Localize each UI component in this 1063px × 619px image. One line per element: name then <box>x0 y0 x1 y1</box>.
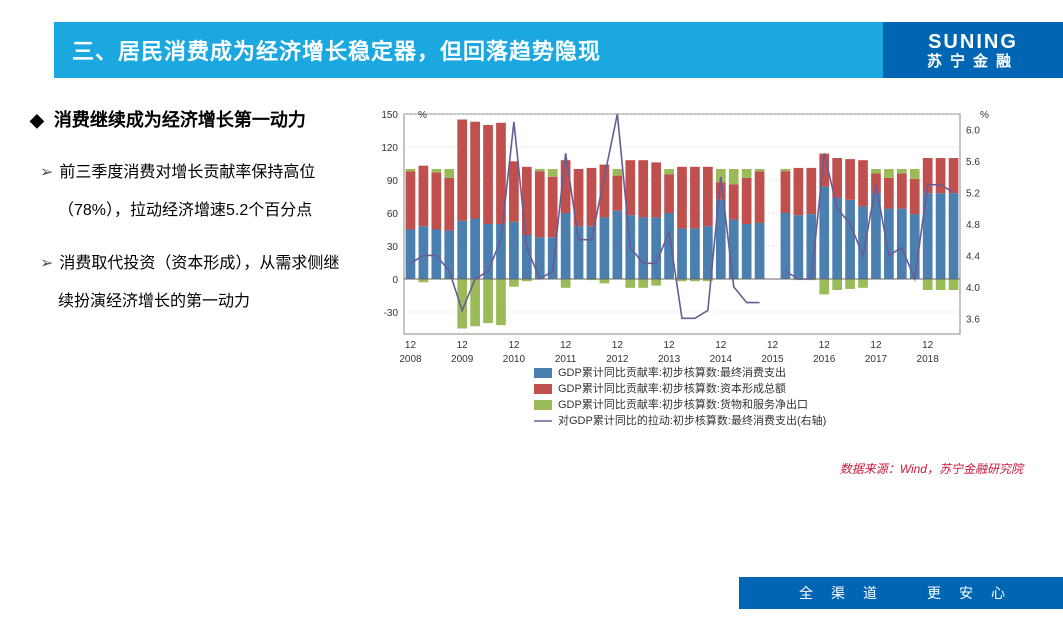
svg-text:GDP累计同比贡献率:初步核算数:货物和服务净出口: GDP累计同比贡献率:初步核算数:货物和服务净出口 <box>558 397 808 411</box>
svg-text:2015: 2015 <box>761 354 784 365</box>
svg-text:2014: 2014 <box>710 354 733 365</box>
svg-text:2017: 2017 <box>865 354 888 365</box>
svg-text:12: 12 <box>457 340 469 351</box>
svg-text:12: 12 <box>870 340 882 351</box>
svg-text:6.0: 6.0 <box>966 126 980 137</box>
header-spacer <box>0 22 54 78</box>
main-bullet: 消费继续成为经济增长第一动力 <box>30 106 350 132</box>
logo-en: SUNING <box>928 32 1018 52</box>
svg-text:2011: 2011 <box>555 354 577 365</box>
svg-text:GDP累计同比贡献率:初步核算数:资本形成总额: GDP累计同比贡献率:初步核算数:资本形成总额 <box>558 381 786 395</box>
svg-text:60: 60 <box>387 209 399 220</box>
svg-text:GDP累计同比贡献率:初步核算数:最终消费支出: GDP累计同比贡献率:初步核算数:最终消费支出 <box>558 365 786 379</box>
svg-text:2016: 2016 <box>813 354 836 365</box>
chart-column: -30 0 30 60 90 120 150% 3.6 4.0 4.4 4.8 5.2 5.6 6.0% 1… <box>360 106 1043 477</box>
sub-bullet-1: 前三季度消费对增长贡献率保持高位（78%），拉动经济增速5.2个百分点 <box>30 154 350 231</box>
svg-text:2008: 2008 <box>399 354 422 365</box>
logo-cn: 苏宁金融 <box>927 54 1019 69</box>
svg-text:12: 12 <box>560 340 572 351</box>
svg-text:3.6: 3.6 <box>966 314 980 325</box>
svg-text:120: 120 <box>381 143 398 154</box>
svg-text:12: 12 <box>664 340 676 351</box>
svg-text:5.6: 5.6 <box>966 157 980 168</box>
header: 三、居民消费成为经济增长稳定器，但回落趋势隐现 SUNING 苏宁金融 <box>0 22 1063 78</box>
svg-text:2018: 2018 <box>917 354 940 365</box>
svg-text:12: 12 <box>715 340 727 351</box>
brand-logo: SUNING 苏宁金融 <box>883 22 1063 78</box>
svg-text:30: 30 <box>387 242 399 253</box>
svg-text:4.4: 4.4 <box>966 251 980 262</box>
svg-text:12: 12 <box>767 340 779 351</box>
svg-text:12: 12 <box>612 340 624 351</box>
svg-text:%: % <box>418 110 427 121</box>
svg-text:4.8: 4.8 <box>966 220 980 231</box>
svg-text:4.0: 4.0 <box>966 283 980 294</box>
svg-text:0: 0 <box>392 275 398 286</box>
svg-text:2013: 2013 <box>658 354 681 365</box>
svg-text:5.2: 5.2 <box>966 189 980 200</box>
sub-bullet-2: 消费取代投资（资本形成），从需求侧继续扮演经济增长的第一动力 <box>30 245 350 322</box>
svg-text:12: 12 <box>508 340 520 351</box>
svg-text:12: 12 <box>922 340 934 351</box>
text-column: 消费继续成为经济增长第一动力 前三季度消费对增长贡献率保持高位（78%），拉动经… <box>30 106 360 477</box>
chart: -30 0 30 60 90 120 150% 3.6 4.0 4.4 4.8 5.2 5.6 6.0% 1… <box>360 106 1000 456</box>
svg-text:对GDP累计同比的拉动:初步核算数:最终消费支出(右轴): 对GDP累计同比的拉动:初步核算数:最终消费支出(右轴) <box>558 413 826 427</box>
svg-text:2010: 2010 <box>503 354 526 365</box>
svg-text:12: 12 <box>405 340 417 351</box>
page-title: 三、居民消费成为经济增长稳定器，但回落趋势隐现 <box>54 22 883 78</box>
svg-text:12: 12 <box>819 340 831 351</box>
data-source: 数据来源：Wind，苏宁金融研究院 <box>360 460 1043 477</box>
chart-svg: -30 0 30 60 90 120 150% 3.6 4.0 4.4 4.8 5.2 5.6 6.0% 1… <box>360 106 1000 456</box>
svg-text:%: % <box>980 110 989 121</box>
svg-text:-30: -30 <box>384 308 399 319</box>
svg-text:90: 90 <box>387 176 399 187</box>
content-area: 消费继续成为经济增长第一动力 前三季度消费对增长贡献率保持高位（78%），拉动经… <box>0 78 1063 477</box>
svg-text:2009: 2009 <box>451 354 474 365</box>
svg-text:2012: 2012 <box>606 354 629 365</box>
svg-text:150: 150 <box>381 110 398 121</box>
footer-slogan: 全渠道 更安心 <box>739 577 1063 609</box>
